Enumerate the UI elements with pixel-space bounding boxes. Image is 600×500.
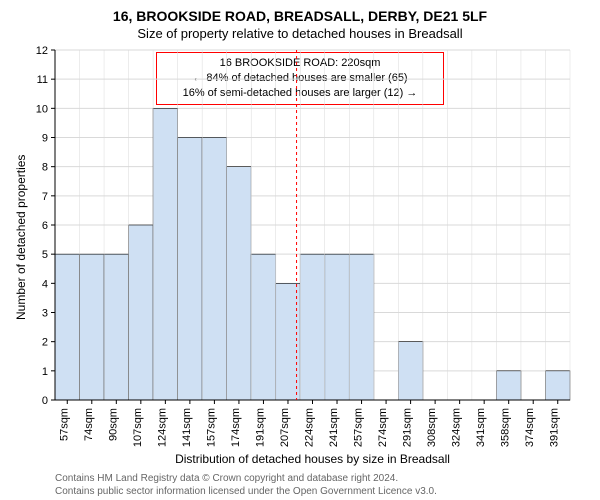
- svg-text:274sqm: 274sqm: [377, 408, 389, 447]
- histogram-chart: 012345678910111257sqm74sqm90sqm107sqm124…: [0, 0, 580, 470]
- legal-line2: Contains public sector information licen…: [55, 486, 437, 497]
- svg-text:374sqm: 374sqm: [524, 408, 536, 447]
- x-axis-label: Distribution of detached houses by size …: [55, 452, 570, 466]
- svg-text:0: 0: [42, 395, 48, 407]
- svg-text:1: 1: [42, 366, 48, 378]
- svg-text:224sqm: 224sqm: [304, 408, 316, 447]
- svg-text:8: 8: [42, 162, 48, 174]
- svg-text:308sqm: 308sqm: [426, 408, 438, 447]
- svg-text:5: 5: [42, 249, 48, 261]
- svg-text:12: 12: [36, 45, 48, 57]
- svg-text:291sqm: 291sqm: [402, 408, 414, 447]
- svg-text:157sqm: 157sqm: [205, 408, 217, 447]
- svg-text:57sqm: 57sqm: [58, 408, 70, 441]
- svg-text:11: 11: [37, 74, 48, 86]
- svg-text:2: 2: [42, 337, 48, 349]
- legal-text: Contains HM Land Registry data © Crown c…: [55, 472, 437, 498]
- svg-text:74sqm: 74sqm: [83, 408, 95, 441]
- svg-text:7: 7: [42, 191, 48, 203]
- svg-text:124sqm: 124sqm: [156, 408, 168, 447]
- svg-text:3: 3: [42, 308, 48, 320]
- svg-text:358sqm: 358sqm: [500, 408, 512, 447]
- svg-text:207sqm: 207sqm: [279, 408, 291, 447]
- svg-text:324sqm: 324sqm: [451, 408, 463, 447]
- svg-text:241sqm: 241sqm: [328, 408, 340, 447]
- svg-text:174sqm: 174sqm: [230, 408, 242, 447]
- svg-text:6: 6: [42, 220, 48, 232]
- svg-text:341sqm: 341sqm: [475, 408, 487, 447]
- svg-text:90sqm: 90sqm: [107, 408, 119, 441]
- y-axis-label: Number of detached properties: [14, 155, 28, 320]
- svg-text:9: 9: [42, 133, 48, 145]
- svg-text:391sqm: 391sqm: [549, 408, 561, 447]
- legal-line1: Contains HM Land Registry data © Crown c…: [55, 473, 398, 484]
- svg-text:141sqm: 141sqm: [181, 408, 193, 447]
- svg-text:4: 4: [42, 278, 48, 290]
- svg-text:10: 10: [36, 103, 48, 115]
- svg-text:257sqm: 257sqm: [353, 408, 365, 447]
- svg-text:107sqm: 107sqm: [132, 408, 144, 447]
- svg-text:191sqm: 191sqm: [254, 408, 266, 447]
